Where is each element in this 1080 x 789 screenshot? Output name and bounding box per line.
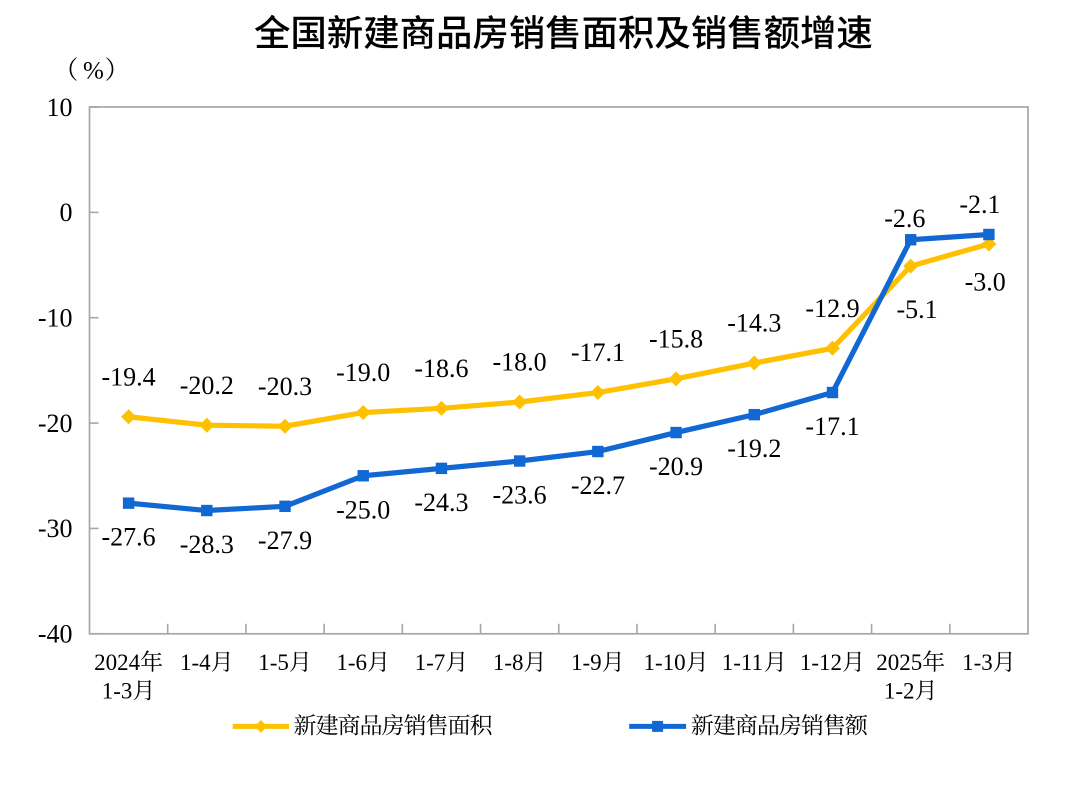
svg-text:1-5: 1-5 — [258, 650, 289, 675]
svg-text:-25.0: -25.0 — [336, 495, 390, 524]
svg-text:-10: -10 — [38, 304, 73, 333]
svg-text:1-11: 1-11 — [722, 650, 763, 675]
svg-text:1-3: 1-3 — [102, 679, 133, 704]
svg-text:-19.4: -19.4 — [102, 363, 156, 392]
svg-text:-18.6: -18.6 — [414, 354, 468, 383]
svg-text:%: % — [83, 58, 104, 85]
svg-text:1-6: 1-6 — [336, 650, 367, 675]
svg-text:-19.2: -19.2 — [727, 434, 781, 463]
svg-text:-3.0: -3.0 — [965, 268, 1006, 297]
svg-text:-30: -30 — [38, 514, 73, 543]
svg-text:0: 0 — [60, 198, 73, 227]
svg-text:-23.6: -23.6 — [493, 481, 547, 510]
svg-text:1-2: 1-2 — [884, 679, 915, 704]
svg-text:1-8: 1-8 — [493, 650, 524, 675]
svg-text:-2.1: -2.1 — [959, 190, 1000, 219]
svg-text:-17.1: -17.1 — [571, 338, 625, 367]
svg-text:-40: -40 — [38, 620, 73, 649]
svg-text:-17.1: -17.1 — [805, 412, 859, 441]
svg-text:-20.3: -20.3 — [258, 372, 312, 401]
svg-text:10: 10 — [47, 93, 73, 122]
svg-text:-20: -20 — [38, 409, 73, 438]
svg-text:2024: 2024 — [94, 650, 141, 675]
svg-text:-24.3: -24.3 — [414, 488, 468, 517]
svg-text:-20.2: -20.2 — [180, 371, 234, 400]
svg-text:-28.3: -28.3 — [180, 530, 234, 559]
svg-text:-22.7: -22.7 — [571, 471, 625, 500]
svg-text:1-10: 1-10 — [643, 650, 685, 675]
svg-text:-20.9: -20.9 — [649, 452, 703, 481]
svg-text:1-4: 1-4 — [180, 650, 211, 675]
svg-text:-14.3: -14.3 — [727, 309, 781, 338]
svg-text:-2.6: -2.6 — [884, 204, 925, 233]
svg-text:1-12: 1-12 — [800, 650, 842, 675]
svg-text:-27.6: -27.6 — [102, 523, 156, 552]
svg-text:-12.9: -12.9 — [805, 294, 859, 323]
svg-text:1-3: 1-3 — [962, 650, 993, 675]
svg-text:-19.0: -19.0 — [336, 358, 390, 387]
svg-text:1-9: 1-9 — [571, 650, 602, 675]
svg-text:-5.1: -5.1 — [897, 295, 938, 324]
svg-text:-27.9: -27.9 — [258, 526, 312, 555]
svg-text:-15.8: -15.8 — [649, 325, 703, 354]
svg-text:-18.0: -18.0 — [493, 348, 547, 377]
svg-text:2025: 2025 — [876, 650, 922, 675]
svg-text:1-7: 1-7 — [415, 650, 446, 675]
